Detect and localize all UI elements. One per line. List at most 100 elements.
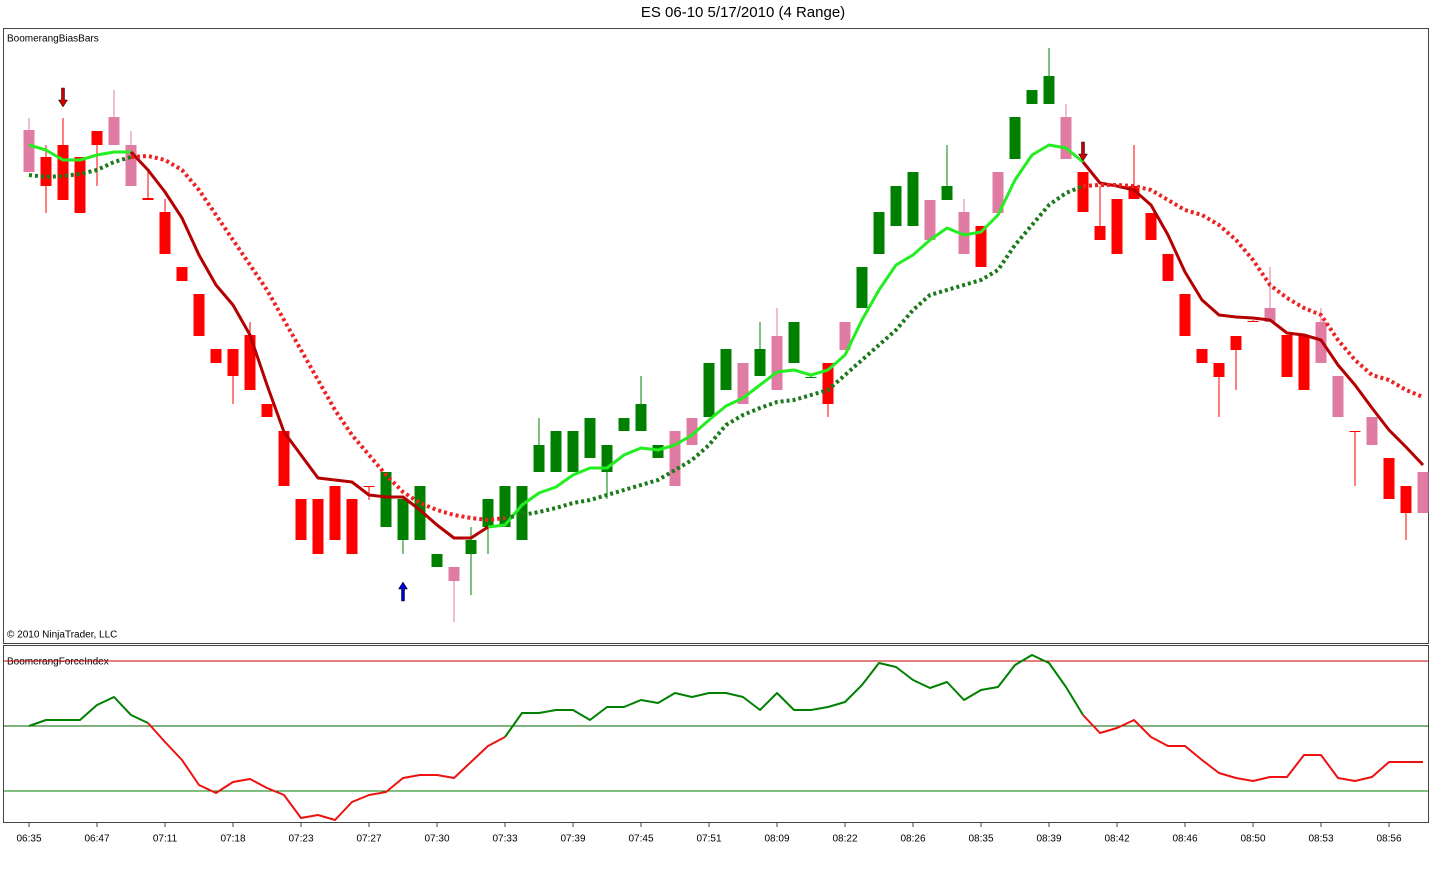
candle-body (1281, 335, 1293, 377)
x-tick-label: 08:39 (1036, 834, 1061, 845)
candle-body (1043, 76, 1055, 104)
candle-body (346, 499, 358, 554)
candle-body (482, 499, 494, 527)
candle-body (142, 198, 154, 200)
candle-body (1400, 486, 1412, 513)
candle-body (754, 349, 766, 376)
candle-body (261, 404, 273, 417)
candle-body (1128, 186, 1140, 199)
x-tick-label: 07:18 (220, 834, 245, 845)
candle-body (737, 363, 749, 404)
candle-body (1417, 472, 1429, 513)
candle-body (1060, 117, 1072, 159)
candle-body (686, 418, 698, 445)
candle-body (839, 322, 851, 350)
candle-body (448, 567, 460, 581)
candle-body (584, 418, 596, 458)
x-tick-label: 07:33 (492, 834, 517, 845)
candle-body (1332, 376, 1344, 417)
signal-arrow (58, 87, 68, 108)
x-tick-label: 08:53 (1308, 834, 1333, 845)
candle-body (1264, 308, 1276, 322)
candle-body (635, 404, 647, 431)
candle-body (1349, 431, 1361, 432)
candle-body (669, 431, 681, 486)
candle-body (40, 157, 52, 186)
candle-body (159, 212, 171, 254)
candle-body (1162, 254, 1174, 281)
candle-body (1026, 90, 1038, 104)
candle-body (533, 445, 545, 472)
candle-body (1298, 335, 1310, 390)
chart-title: ES 06-10 5/17/2010 (4 Range) (641, 4, 845, 21)
candle-body (1111, 199, 1123, 254)
candle-body (652, 445, 664, 458)
x-tick-label: 08:46 (1172, 834, 1197, 845)
candle-body (567, 431, 579, 472)
x-tick-label: 06:35 (16, 834, 41, 845)
candle-body (1366, 417, 1378, 445)
candle-body (1094, 226, 1106, 240)
candle-body (788, 322, 800, 363)
candle-body (295, 499, 307, 540)
candle-body (1009, 117, 1021, 159)
force-line (28, 654, 1084, 738)
x-tick-label: 07:51 (696, 834, 721, 845)
candle-body (57, 145, 69, 200)
candle-body (601, 445, 613, 472)
candle-body (1247, 321, 1259, 322)
x-tick-label: 08:09 (764, 834, 789, 845)
candle-body (873, 212, 885, 254)
candle-body (992, 172, 1004, 213)
x-tick-label: 06:47 (84, 834, 109, 845)
candle-body (890, 186, 902, 226)
candle-body (108, 117, 120, 145)
candle-body (856, 267, 868, 308)
candle-body (1383, 458, 1395, 499)
x-tick-label: 08:50 (1240, 834, 1265, 845)
candle-body (822, 363, 834, 404)
candle-body (516, 486, 528, 540)
candle-body (941, 186, 953, 200)
x-tick-label: 08:26 (900, 834, 925, 845)
candle-body (431, 554, 443, 567)
candle-body (312, 499, 324, 554)
panel-title: BoomerangBiasBars (7, 34, 99, 45)
signal-arrow (398, 581, 408, 602)
fast-average (129, 150, 1425, 540)
candle-body (924, 200, 936, 240)
force-line (147, 714, 1423, 821)
price-panel (3, 28, 1429, 644)
candle-body (958, 212, 970, 254)
candle-body (618, 418, 630, 431)
copyright: © 2010 NinjaTrader, LLC (7, 630, 117, 641)
candle-body (244, 335, 256, 390)
candle-body (703, 363, 715, 417)
candle-body (771, 336, 783, 390)
candle-body (74, 157, 86, 213)
force-panel (3, 645, 1429, 823)
candle-body (1179, 294, 1191, 336)
x-tick-label: 08:42 (1104, 834, 1129, 845)
candle-body (125, 145, 137, 186)
x-tick-label: 07:27 (356, 834, 381, 845)
x-tick-label: 07:45 (628, 834, 653, 845)
signal-arrow (1078, 141, 1088, 162)
x-tick-label: 07:11 (153, 834, 178, 845)
candle-body (210, 349, 222, 363)
candle-body (363, 486, 375, 487)
candle-body (805, 377, 817, 378)
candle-body (397, 499, 409, 540)
panel-title: BoomerangForceIndex (7, 657, 109, 668)
candle-body (1196, 349, 1208, 363)
x-tick-label: 07:39 (560, 834, 585, 845)
candle-body (414, 486, 426, 540)
fast-average (28, 143, 1084, 529)
x-tick-label: 07:23 (288, 834, 313, 845)
candle-body (1077, 172, 1089, 212)
candle-body (1230, 336, 1242, 350)
candle-body (465, 540, 477, 554)
candle-body (193, 294, 205, 336)
